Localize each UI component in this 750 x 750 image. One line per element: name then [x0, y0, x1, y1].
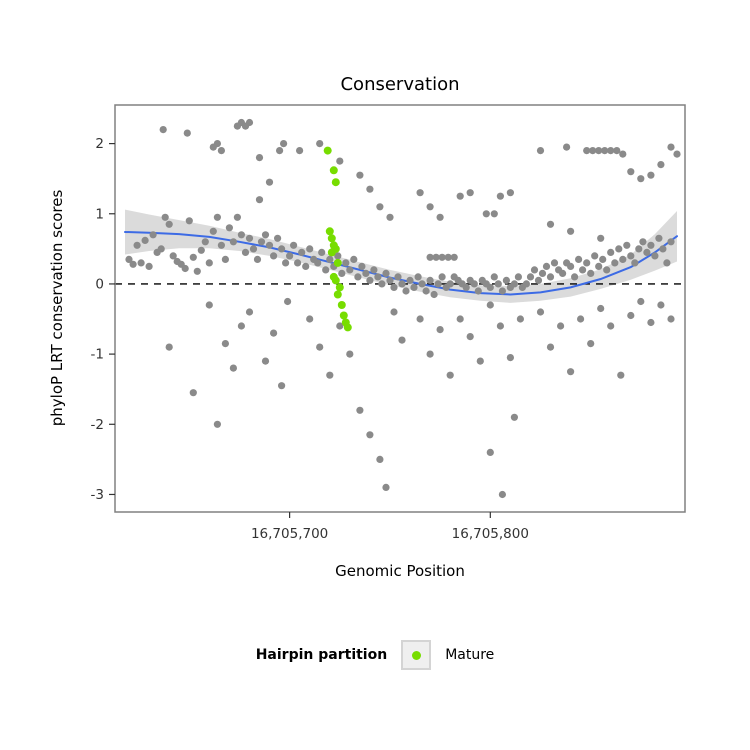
svg-text:1: 1: [95, 206, 104, 222]
legend-item-label: Mature: [445, 647, 495, 663]
svg-text:16,705,700: 16,705,700: [251, 526, 328, 542]
svg-text:-3: -3: [91, 487, 104, 503]
legend: Hairpin partition Mature: [0, 640, 750, 670]
chart-title: Conservation: [340, 74, 460, 95]
svg-text:2: 2: [95, 136, 104, 152]
mature-point-icon: [411, 650, 421, 660]
legend-title: Hairpin partition: [255, 647, 388, 663]
svg-text:16,705,800: 16,705,800: [452, 526, 529, 542]
x-axis-label: Genomic Position: [335, 562, 465, 580]
svg-text:-2: -2: [91, 417, 104, 433]
svg-text:0: 0: [95, 276, 104, 292]
svg-text:-1: -1: [91, 347, 104, 363]
legend-key-box: [401, 640, 432, 670]
